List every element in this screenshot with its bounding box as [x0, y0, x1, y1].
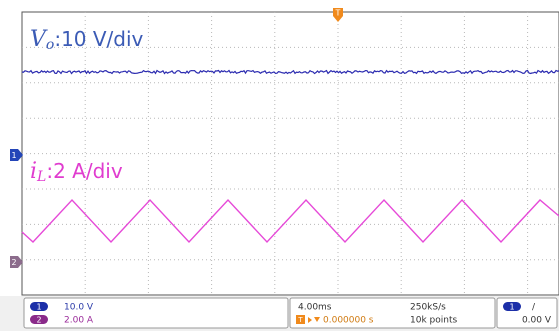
- trigger-position: 0.000000 s: [323, 316, 374, 326]
- ch2-scale: 2.00 A: [64, 316, 94, 326]
- ch2-marker: 2: [11, 258, 16, 267]
- ch2-badge: 2: [36, 316, 41, 325]
- record-length: 10k points: [410, 316, 457, 326]
- trig-level: 0.00 V: [522, 316, 552, 326]
- scope: Vo:10 V/div iL:2 A/div 1 2 T 1 10.0 V 2 …: [0, 0, 559, 331]
- sample-rate: 250kS/s: [410, 303, 446, 313]
- trig-badge: 1: [509, 303, 514, 312]
- trigger-pos-badge: T: [297, 316, 303, 324]
- il-scale: :2 A/div: [46, 159, 122, 183]
- il-symbol: i: [30, 159, 37, 184]
- vo-scale: :10 V/div: [54, 27, 143, 51]
- timebase: 4.00ms: [298, 303, 332, 313]
- vo-subscript: o: [46, 37, 54, 53]
- ch1-scale: 10.0 V: [64, 303, 94, 313]
- scope-screenshot: Vo:10 V/div iL:2 A/div 1 2 T 1 10.0 V 2 …: [0, 0, 559, 331]
- ch1-marker: 1: [11, 151, 16, 160]
- trigger-marker: T: [335, 9, 341, 18]
- il-subscript: L: [36, 169, 46, 185]
- ch1-badge: 1: [36, 303, 41, 312]
